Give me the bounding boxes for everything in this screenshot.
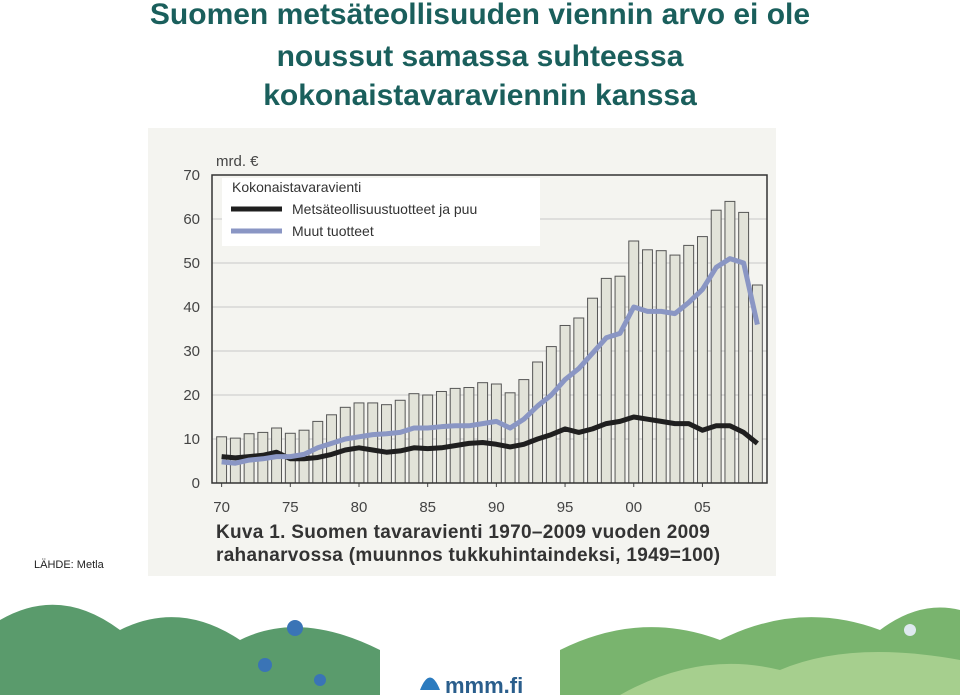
bar bbox=[339, 406, 351, 484]
bar bbox=[504, 392, 516, 484]
x-tick-label: 00 bbox=[625, 499, 642, 516]
source: LÄHDE: Metla bbox=[34, 559, 105, 571]
y-tick-label: 10 bbox=[183, 431, 200, 448]
line bbox=[221, 414, 759, 462]
legend-box bbox=[222, 178, 540, 246]
bar bbox=[326, 414, 337, 484]
y-tick-label: 60 bbox=[183, 211, 200, 228]
bar bbox=[435, 390, 447, 484]
bar bbox=[532, 361, 544, 484]
y-axis-label: mrd. € bbox=[216, 153, 259, 170]
bar bbox=[573, 317, 585, 484]
x-tick-label: 75 bbox=[282, 499, 299, 516]
bar bbox=[477, 382, 489, 484]
x-tick-label: 95 bbox=[557, 499, 574, 516]
bar bbox=[628, 240, 640, 484]
bar bbox=[408, 393, 420, 484]
bar bbox=[559, 324, 571, 484]
x-tick-label: 05 bbox=[694, 499, 711, 516]
legend-label: Muut tuotteet bbox=[292, 223, 374, 239]
x-tick-label: 80 bbox=[351, 499, 368, 516]
x-tick-label: 90 bbox=[488, 499, 505, 516]
footer-logo: mmm.fi bbox=[445, 673, 523, 695]
bar bbox=[655, 250, 667, 484]
y-tick-label: 70 bbox=[183, 167, 200, 184]
title: Suomen metsäteollisuuden viennin arvo ei… bbox=[150, 0, 810, 31]
x-tick-label: 70 bbox=[213, 499, 230, 516]
bar bbox=[394, 399, 406, 484]
bar bbox=[367, 402, 379, 484]
caption: rahanarvossa (muunnos tukkuhintaindeksi,… bbox=[216, 545, 720, 566]
y-tick-label: 0 bbox=[192, 475, 200, 492]
bar bbox=[463, 387, 475, 484]
bar bbox=[449, 387, 461, 484]
bar bbox=[353, 402, 365, 484]
title: kokonaistavaraviennin kanssa bbox=[263, 79, 697, 112]
legend-label: Metsäteollisuustuotteet ja puu bbox=[292, 201, 477, 217]
bar bbox=[724, 200, 736, 484]
bar bbox=[422, 394, 434, 484]
caption: Kuva 1. Suomen tavaravienti 1970–2009 vu… bbox=[216, 522, 710, 543]
bar bbox=[600, 277, 612, 484]
legend-label: Kokonaistavaravienti bbox=[232, 179, 361, 195]
title: noussut samassa suhteessa bbox=[277, 40, 684, 73]
plot-frame bbox=[211, 174, 768, 484]
bar bbox=[545, 346, 557, 484]
bar bbox=[518, 379, 530, 484]
y-tick-label: 40 bbox=[183, 299, 200, 316]
line bbox=[221, 256, 760, 466]
bar bbox=[642, 249, 653, 484]
x-tick-label: 85 bbox=[419, 499, 436, 516]
bar bbox=[683, 244, 695, 484]
bar bbox=[710, 209, 722, 484]
y-tick-label: 30 bbox=[183, 343, 200, 360]
bar bbox=[381, 404, 392, 484]
footer-decoration bbox=[0, 604, 960, 695]
bar bbox=[669, 254, 681, 484]
bar bbox=[738, 211, 750, 484]
bar bbox=[614, 275, 626, 484]
y-tick-label: 50 bbox=[183, 255, 200, 272]
bar bbox=[696, 236, 708, 484]
bar bbox=[587, 297, 598, 484]
y-tick-label: 20 bbox=[183, 387, 200, 404]
bar bbox=[490, 383, 502, 484]
